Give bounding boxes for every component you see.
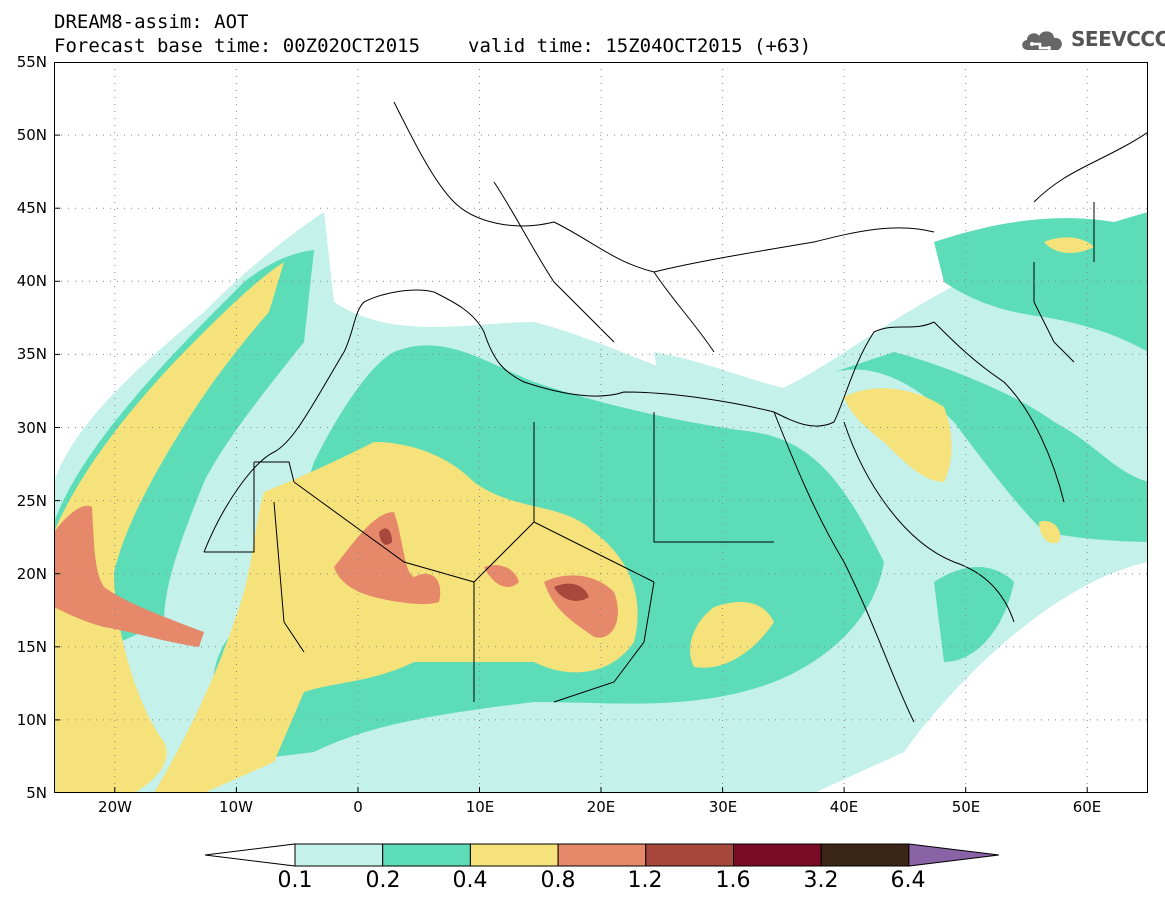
y-tick-label: 20N bbox=[16, 565, 47, 583]
colorbar-label: 1.6 bbox=[715, 868, 751, 893]
colorbar-label: 1.2 bbox=[627, 868, 663, 893]
y-tick-label: 35N bbox=[16, 345, 47, 363]
colorbar-label: 3.2 bbox=[803, 868, 839, 893]
country-borders bbox=[203, 101, 1148, 723]
logo-text: SEEVCCC bbox=[1071, 27, 1165, 51]
y-tick-label: 55N bbox=[16, 53, 47, 71]
x-tick-label: 20W bbox=[98, 798, 132, 816]
grid bbox=[54, 62, 1148, 793]
cloud-icon bbox=[1022, 31, 1062, 50]
x-tick-label: 0 bbox=[353, 798, 363, 816]
y-tick-label: 40N bbox=[16, 272, 47, 290]
colorbar-seg-3 bbox=[469, 843, 559, 867]
y-tick-label: 30N bbox=[16, 419, 47, 437]
colorbar-label: 6.4 bbox=[890, 868, 926, 893]
colorbar-label: 0.8 bbox=[540, 868, 576, 893]
map-title: DREAM8-assim: AOT bbox=[54, 11, 249, 33]
colorbar-seg-4 bbox=[557, 843, 647, 867]
x-tick-label: 20E bbox=[586, 798, 616, 816]
y-tick-label: 5N bbox=[26, 784, 47, 802]
forecast-times: Forecast base time: 00Z02OCT2015 valid ti… bbox=[54, 36, 811, 56]
colorbar-seg-8 bbox=[908, 843, 999, 867]
colorbar-label: 0.2 bbox=[365, 868, 401, 893]
colorbar-label: 0.1 bbox=[277, 868, 313, 893]
colorbar-seg-0 bbox=[205, 843, 296, 867]
map-border bbox=[54, 62, 1148, 793]
colorbar-seg-2 bbox=[382, 843, 471, 867]
colorbar-seg-5 bbox=[645, 843, 734, 867]
base-time: Forecast base time: 00Z02OCT2015 bbox=[54, 35, 421, 57]
colorbar bbox=[205, 843, 999, 867]
x-tick-label: 10E bbox=[465, 798, 495, 816]
y-tick-label: 50N bbox=[16, 126, 47, 144]
x-tick-label: 10W bbox=[219, 798, 253, 816]
x-tick-label: 30E bbox=[708, 798, 738, 816]
y-tick-label: 25N bbox=[16, 492, 47, 510]
aot-band-0.4 bbox=[54, 237, 1094, 793]
x-tick-label: 40E bbox=[829, 798, 859, 816]
seevccc-logo: SEEVCCC bbox=[1018, 24, 1165, 54]
x-tick-label: 60E bbox=[1072, 798, 1102, 816]
colorbar-seg-7 bbox=[820, 843, 910, 867]
x-tick-label: 50E bbox=[951, 798, 981, 816]
colorbar-label: 0.4 bbox=[452, 868, 488, 893]
aot-band-1.2 bbox=[379, 528, 589, 601]
y-tick-label: 15N bbox=[16, 638, 47, 656]
colorbar-seg-1 bbox=[294, 843, 384, 867]
colorbar-seg-6 bbox=[733, 843, 822, 867]
aot-map bbox=[54, 62, 1148, 793]
y-tick-label: 45N bbox=[16, 199, 47, 217]
y-tick-label: 10N bbox=[16, 711, 47, 729]
valid-time: valid time: 15Z04OCT2015 (+63) bbox=[468, 35, 812, 57]
